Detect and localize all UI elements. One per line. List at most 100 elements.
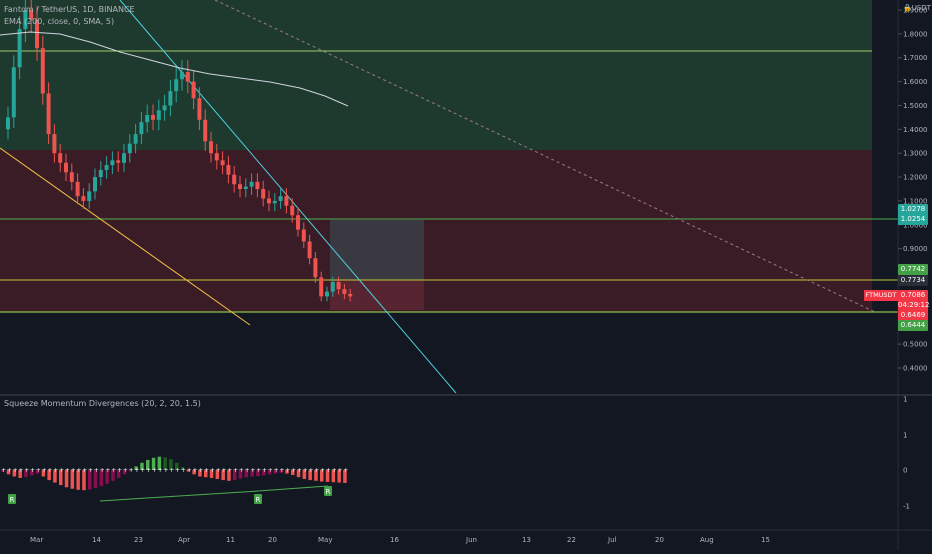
- time-tick-label: Apr: [178, 536, 190, 544]
- candle-body: [267, 198, 271, 204]
- candle-body: [122, 153, 126, 163]
- squeeze-dot: +: [13, 467, 18, 474]
- squeeze-dot: +: [262, 467, 267, 474]
- squeeze-dot: +: [111, 467, 116, 474]
- candle-body: [185, 72, 190, 82]
- time-tick-label: 15: [761, 536, 770, 544]
- candle-body: [145, 115, 150, 123]
- momentum-bar: [88, 470, 92, 490]
- momentum-bar: [250, 470, 254, 477]
- candle-body: [29, 10, 34, 20]
- momentum-bar: [186, 470, 191, 472]
- divergence-marker-label: R: [10, 496, 15, 504]
- momentum-bar: [47, 470, 51, 481]
- candle-body: [110, 160, 115, 166]
- squeeze-dot: +: [47, 467, 52, 474]
- divergence-line: [99, 490, 259, 502]
- squeeze-dot: +: [221, 467, 226, 474]
- time-tick-label: 20: [268, 536, 277, 544]
- price-tag-07734: 0.7734: [898, 275, 928, 286]
- squeeze-dot: +: [76, 467, 81, 474]
- momentum-bar: [122, 470, 127, 475]
- chart-legend[interactable]: Fantom / TetherUS, 1D, BINANCE EMA (200,…: [4, 5, 135, 26]
- oscillator-axis[interactable]: 1 1 0 -1: [903, 396, 910, 511]
- squeeze-dot: +: [314, 467, 319, 474]
- candle-body: [284, 196, 289, 206]
- candle-body: [220, 160, 225, 166]
- candle-body: [203, 119, 208, 142]
- momentum-bar: [93, 470, 98, 488]
- squeeze-dot: +: [198, 467, 203, 474]
- candle-body: [46, 93, 51, 135]
- squeeze-dot: +: [30, 467, 35, 474]
- price-tick-label: 1.6000: [903, 78, 928, 86]
- squeeze-dot: +: [320, 467, 325, 474]
- time-axis[interactable]: Mar 14 23 Apr 11 20 May 16 Jun 13 22 Jul 20 Aug 15: [30, 536, 770, 544]
- squeeze-dot: +: [227, 467, 232, 474]
- momentum-bar: [6, 470, 11, 475]
- squeeze-dot: +: [24, 467, 29, 474]
- time-tick-label: 22: [567, 536, 576, 544]
- indicator-legend[interactable]: Squeeze Momentum Divergences (20, 2, 20,…: [4, 399, 201, 408]
- candle-body: [319, 277, 324, 297]
- divergence-marker: [324, 486, 332, 496]
- squeeze-dot: +: [82, 467, 87, 474]
- momentum-bar: [1, 470, 5, 472]
- squeeze-dot: +: [163, 467, 168, 474]
- divergence-line-2: [257, 485, 329, 492]
- price-tick-label: 1.0000: [903, 221, 928, 229]
- momentum-bar: [24, 470, 28, 478]
- squeeze-dot: +: [53, 467, 58, 474]
- squeeze-dot: +: [152, 467, 157, 474]
- momentum-bar: [30, 470, 34, 476]
- time-tick-label: Jul: [607, 536, 617, 544]
- momentum-bar: [99, 470, 104, 487]
- candle-body: [87, 191, 92, 201]
- squeeze-dot: +: [245, 467, 250, 474]
- candle-body: [35, 19, 39, 49]
- momentum-bar: [163, 457, 167, 470]
- candle-body: [243, 186, 248, 189]
- squeeze-dot: +: [117, 467, 122, 474]
- candle-body: [17, 29, 22, 68]
- divergence-markers: R R R: [8, 486, 332, 504]
- momentum-bar: [18, 470, 22, 478]
- price-tick-label: 1.4000: [903, 126, 928, 134]
- trendline-dashed[interactable]: [214, 0, 876, 313]
- price-tick-label: 1.1000: [903, 197, 928, 205]
- squeeze-dot: +: [105, 467, 110, 474]
- candle-body: [75, 181, 80, 197]
- momentum-bar: [221, 470, 225, 481]
- squeeze-dot: +: [210, 467, 215, 474]
- symbol-title[interactable]: Fantom / TetherUS, 1D, BINANCE: [4, 5, 135, 14]
- squeeze-dot: +: [250, 467, 255, 474]
- osc-tick-label: 1: [903, 432, 907, 440]
- price-tick-label: 1.5000: [903, 102, 928, 110]
- ema-legend[interactable]: EMA (200, close, 0, SMA, 5): [4, 17, 115, 26]
- squeeze-dot: +: [256, 467, 261, 474]
- time-tick-label: 23: [134, 536, 143, 544]
- price-tag-07742: 0.7742: [898, 264, 928, 275]
- candle-body: [209, 141, 213, 154]
- momentum-bar: [314, 470, 318, 481]
- squeeze-dot: +: [146, 467, 151, 474]
- candles-group: [6, 0, 353, 302]
- time-tick-label: 20: [655, 536, 664, 544]
- candle-body: [180, 72, 184, 80]
- squeeze-dot: +: [332, 467, 337, 474]
- candle-body: [238, 184, 242, 189]
- price-tag-10254: 1.0254: [898, 214, 928, 225]
- momentum-bar: [59, 470, 63, 486]
- trendline-yellow[interactable]: [0, 147, 251, 326]
- time-tick-label: Aug: [700, 536, 714, 544]
- momentum-bar: [244, 470, 249, 478]
- momentum-bar: [238, 470, 243, 479]
- candle-body: [197, 98, 202, 120]
- time-tick-label: 14: [92, 536, 101, 544]
- lock-icon: 🔒: [903, 4, 912, 12]
- candle-body: [226, 165, 231, 175]
- squeeze-dot: +: [134, 467, 139, 474]
- squeeze-dot: +: [274, 467, 279, 474]
